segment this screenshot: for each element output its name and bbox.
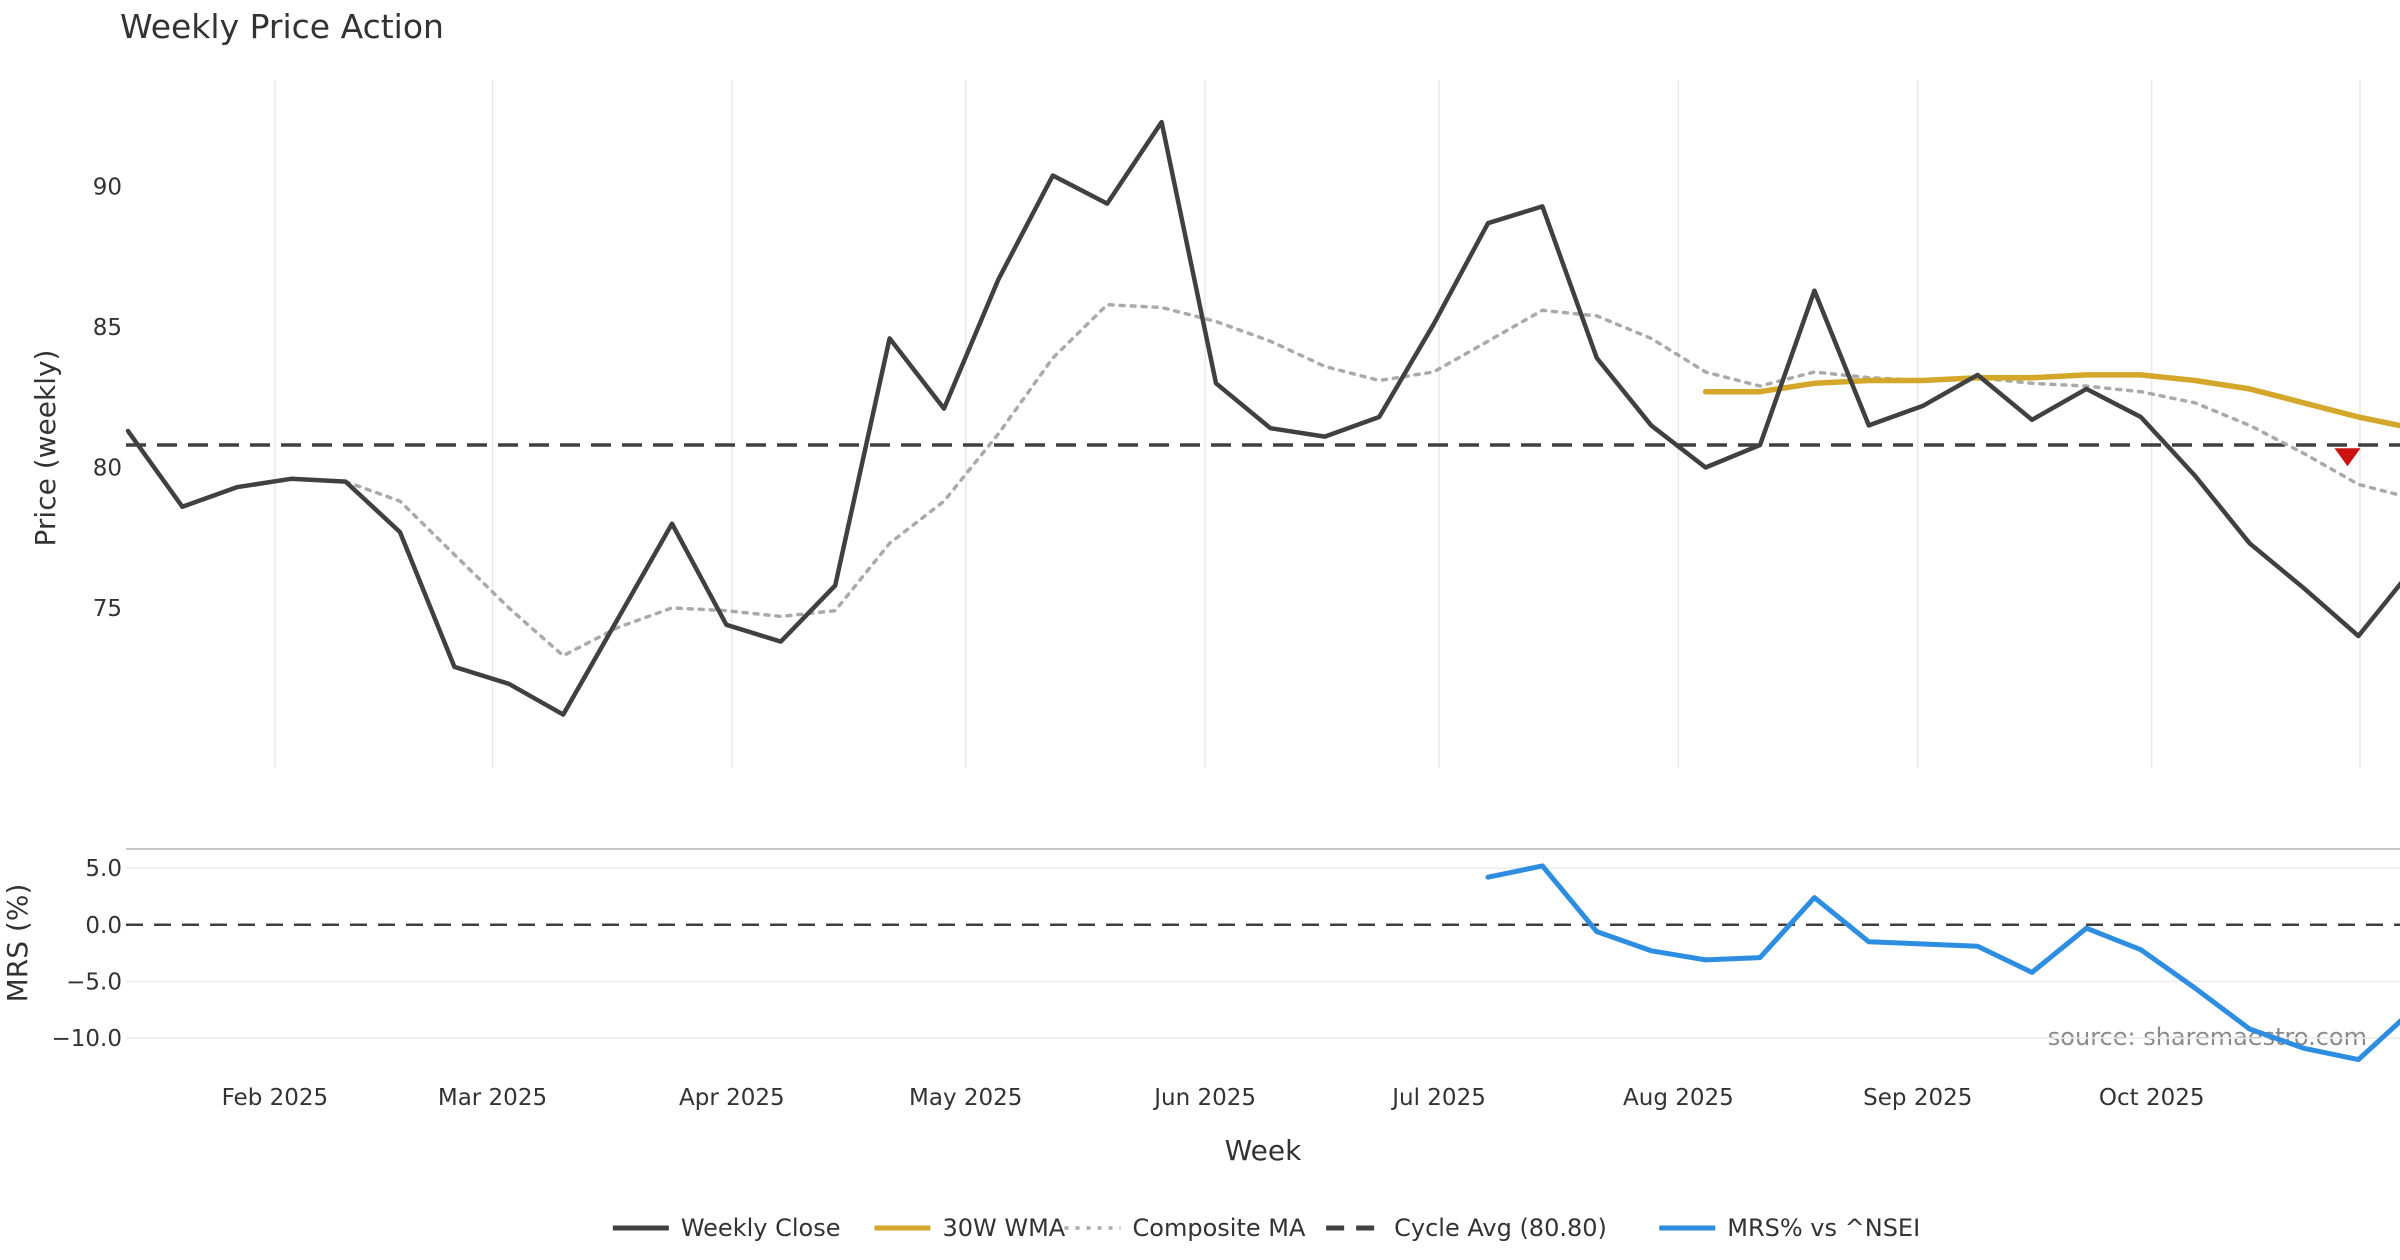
legend-label-3: Cycle Avg (80.80) — [1394, 1214, 1607, 1242]
x-tick-label-1: Mar 2025 — [438, 1085, 547, 1111]
mrs-y-tick-label-3: −10.0 — [52, 1026, 122, 1052]
x-axis-title: Week — [1225, 1134, 1302, 1167]
x-tick-label-7: Sep 2025 — [1863, 1085, 1972, 1111]
series-weekly-close — [125, 119, 2400, 717]
price-y-tick-label-1: 80 — [93, 456, 122, 482]
price-y-tick-label-0: 75 — [93, 596, 122, 622]
legend-label-1: 30W WMA — [942, 1214, 1065, 1242]
x-tick-label-5: Jul 2025 — [1390, 1085, 1486, 1111]
price-y-tick-label-3: 90 — [93, 175, 122, 201]
sell-marker-triangle-0 — [2334, 448, 2361, 467]
chart-title: Weekly Price Action — [120, 7, 444, 46]
x-tick-label-8: Oct 2025 — [2099, 1085, 2205, 1111]
legend-label-4: MRS% vs ^NSEI — [1727, 1214, 1920, 1242]
mrs-y-tick-label-1: 0.0 — [85, 913, 122, 939]
x-tick-label-6: Aug 2025 — [1623, 1085, 1734, 1111]
x-tick-label-4: Jun 2025 — [1152, 1085, 1256, 1111]
x-tick-label-2: Apr 2025 — [679, 1085, 785, 1111]
series-mrs-vs-nsei — [1485, 863, 2400, 1063]
series-30w-wma — [1702, 372, 2400, 429]
x-tick-label-0: Feb 2025 — [222, 1085, 329, 1111]
legend: Weekly Close 30W WMA Composite MA Cycle Avg… — [612, 1214, 1920, 1242]
mrs-y-tick-label-0: 5.0 — [85, 856, 122, 882]
series-composite-ma — [343, 302, 2400, 658]
price-y-axis-title: Price (weekly) — [29, 350, 62, 547]
mrs-y-tick-label-2: −5.0 — [66, 969, 122, 995]
source-note: source: sharemaestro.com — [2048, 1023, 2367, 1051]
mrs-y-axis-title: MRS (%) — [1, 884, 34, 1003]
legend-label-0: Weekly Close — [681, 1214, 841, 1242]
price-y-tick-label-2: 85 — [93, 315, 122, 341]
plot-layer: 75 80 85 90 5.0 0.0 −5.0 −10.0 Feb 2025 Mar 2025 A… — [52, 80, 2400, 1111]
x-tick-label-3: May 2025 — [909, 1085, 1022, 1111]
legend-label-2: Composite MA — [1133, 1214, 1306, 1242]
